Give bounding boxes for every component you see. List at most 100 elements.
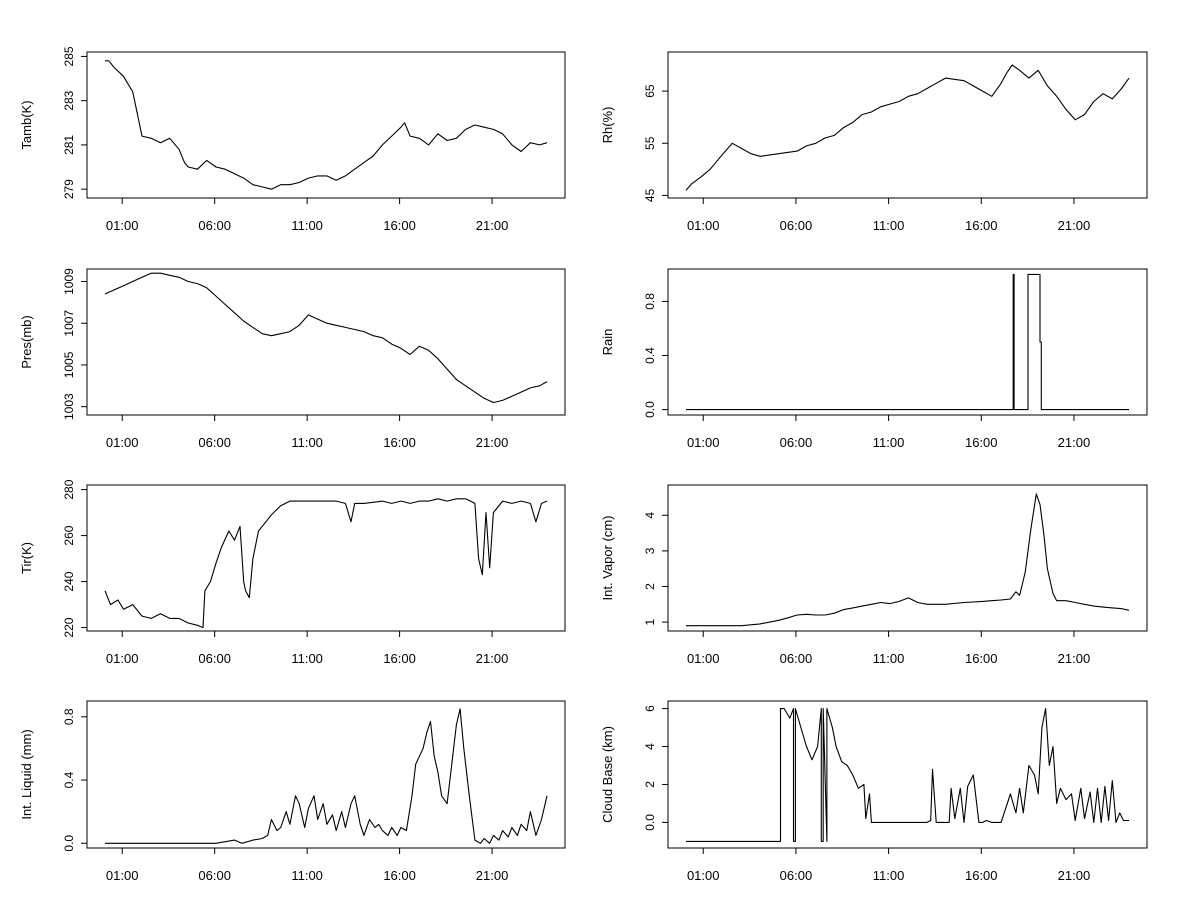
x-tick-label: 21:00 [476, 435, 509, 450]
x-tick-label: 21:00 [1058, 868, 1091, 883]
y-tick-label: 1 [643, 618, 657, 625]
x-tick-label: 06:00 [780, 868, 813, 883]
plot-frame [86, 700, 566, 849]
x-tick-label: 21:00 [476, 218, 509, 233]
y-tick-label: 220 [62, 617, 76, 637]
series-line-rain [686, 273, 1129, 411]
x-tick-label: 16:00 [965, 218, 998, 233]
panel-pres: Pres(mb) 1003 1005 1007 1009 01:00 06:00 11:00 1… [19, 268, 566, 450]
plot-frame [86, 484, 566, 632]
y-tick-label: 0.0 [643, 401, 657, 418]
x-tick-label: 21:00 [1058, 218, 1091, 233]
y-tick-label: 0.8 [62, 708, 76, 725]
x-tick-label: 16:00 [965, 435, 998, 450]
plot-frame [86, 268, 566, 416]
y-tick-label: 1003 [62, 393, 76, 420]
y-axis-label: Int. Vapor (cm) [600, 515, 615, 600]
y-tick-label: 1009 [62, 268, 76, 295]
y-tick-label: 0.0 [62, 835, 76, 852]
series-line-int-liquid-mm [105, 708, 548, 844]
x-tick-label: 16:00 [383, 868, 416, 883]
x-tick-label: 16:00 [383, 218, 416, 233]
y-tick-label: 279 [62, 179, 76, 199]
y-tick-label: 4 [643, 743, 657, 750]
x-tick-label: 01:00 [106, 435, 139, 450]
y-axis-label: Int. Liquid (mm) [19, 729, 34, 819]
x-tick-label: 01:00 [687, 868, 720, 883]
x-tick-label: 21:00 [1058, 435, 1091, 450]
panel-int-liquid: Int. Liquid (mm) 0.0 0.4 0.8 01:00 06:00 11:00… [19, 700, 566, 883]
x-tick-label: 06:00 [198, 868, 231, 883]
panel-cloud-base: Cloud Base (km) 0.0 2 4 6 01:00 06:00 11:00 16:0… [600, 700, 1148, 883]
x-tick-label: 06:00 [198, 435, 231, 450]
y-tick-label: 0.8 [643, 293, 657, 310]
x-tick-label: 01:00 [687, 218, 720, 233]
plot-frame [667, 51, 1148, 199]
plot-frame [667, 700, 1148, 849]
y-tick-label: 65 [643, 84, 657, 98]
y-tick-label: 0.0 [643, 814, 657, 831]
plot-frame [667, 268, 1148, 416]
y-tick-label: 281 [62, 135, 76, 155]
y-axis-label: Rain [600, 329, 615, 356]
x-tick-label: 01:00 [106, 218, 139, 233]
x-tick-label: 01:00 [687, 435, 720, 450]
x-tick-label: 11:00 [291, 435, 323, 450]
x-tick-label: 01:00 [687, 651, 720, 666]
y-axis-label: Rh(%) [600, 107, 615, 144]
x-tick-label: 11:00 [873, 868, 905, 883]
panel-tir: Tir(K) 220 240 260 280 01:00 06:00 11:00 16:00 21… [19, 479, 566, 666]
y-tick-label: 3 [643, 547, 657, 554]
plot-frame [667, 484, 1148, 632]
x-tick-label: 11:00 [291, 868, 323, 883]
x-tick-label: 06:00 [780, 651, 813, 666]
x-tick-label: 11:00 [873, 218, 905, 233]
y-axis-label: Tir(K) [19, 542, 34, 574]
y-tick-label: 1005 [62, 351, 76, 378]
x-tick-label: 16:00 [965, 868, 998, 883]
y-tick-label: 2 [643, 583, 657, 590]
y-tick-label: 1007 [62, 310, 76, 337]
x-tick-label: 16:00 [383, 435, 416, 450]
x-tick-label: 06:00 [780, 218, 813, 233]
x-tick-label: 21:00 [476, 868, 509, 883]
y-tick-label: 240 [62, 571, 76, 591]
panel-int-vapor: Int. Vapor (cm) 1 2 3 4 01:00 06:00 11:00 16:00 2… [600, 484, 1148, 666]
y-tick-label: 55 [643, 136, 657, 150]
panel-rh: Rh(%) 45 55 65 01:00 06:00 11:00 16:00 21:00 [600, 51, 1148, 233]
series-line-tamb-k [105, 60, 548, 190]
x-tick-label: 16:00 [383, 651, 416, 666]
panel-rain: Rain 0.0 0.4 0.8 01:00 06:00 11:00 16:00 21:00 [600, 268, 1148, 450]
series-line-cloud-base-km [686, 708, 1129, 842]
y-tick-label: 6 [643, 705, 657, 712]
y-tick-label: 280 [62, 479, 76, 499]
x-tick-label: 21:00 [1058, 651, 1091, 666]
y-tick-label: 283 [62, 90, 76, 110]
y-tick-label: 2 [643, 781, 657, 788]
x-tick-label: 11:00 [873, 651, 905, 666]
plot-frame [86, 51, 566, 199]
x-tick-label: 11:00 [291, 218, 323, 233]
x-tick-label: 01:00 [106, 868, 139, 883]
y-tick-label: 0.4 [62, 771, 76, 788]
series-line-rh [685, 64, 1130, 191]
x-tick-label: 06:00 [198, 218, 231, 233]
x-tick-label: 06:00 [198, 651, 231, 666]
series-line-int-vapor-cm [686, 493, 1130, 627]
y-tick-label: 285 [62, 46, 76, 66]
y-tick-label: 4 [643, 512, 657, 519]
y-tick-label: 260 [62, 525, 76, 545]
y-tick-label: 0.4 [643, 347, 657, 364]
series-line-pres-mb [104, 272, 548, 404]
x-tick-label: 01:00 [106, 651, 139, 666]
x-tick-label: 16:00 [965, 651, 998, 666]
panel-tamb: Tamb(K) 279 281 283 285 01:00 06:00 11:00 16:00 2… [19, 46, 566, 233]
y-axis-label: Cloud Base (km) [600, 726, 615, 823]
series-line-tir-k [104, 498, 548, 629]
y-axis-label: Pres(mb) [19, 315, 34, 368]
y-tick-label: 45 [643, 188, 657, 202]
x-tick-label: 06:00 [780, 435, 813, 450]
x-tick-label: 21:00 [476, 651, 509, 666]
y-axis-label: Tamb(K) [19, 100, 34, 149]
